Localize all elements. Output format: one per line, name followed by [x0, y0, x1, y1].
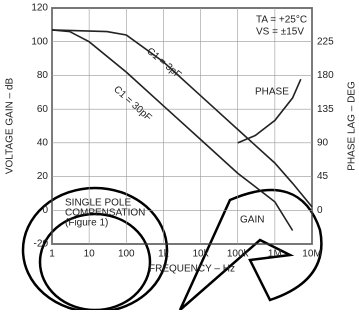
x-tick-label: 100	[118, 249, 135, 260]
x-tick-label: 1M	[268, 249, 282, 260]
y2-axis-label: PHASE LAG – DEG	[347, 81, 358, 171]
x-tick-label: 10M	[302, 249, 321, 260]
y2-tick-label: 180	[317, 70, 334, 81]
annotation: TA = +25°C	[256, 15, 307, 26]
chart: -20 0 20 40 60 80 100 120 0 45 90 135 180 225 1 10 100 1k…	[0, 0, 359, 310]
y2-tick-label: 45	[317, 171, 329, 182]
y-tick-label: 120	[31, 3, 48, 14]
annotation: VS = ±15V	[256, 27, 304, 38]
series-line	[52, 30, 312, 207]
y-tick-label: 0	[42, 205, 48, 216]
series-label: C1 = 30pF	[111, 84, 153, 124]
annotation: GAIN	[240, 215, 264, 226]
y-tick-label: -20	[34, 239, 49, 250]
x-tick-label: 1k	[158, 249, 170, 260]
y-tick-label: 20	[37, 171, 49, 182]
y-tick-label: 60	[37, 104, 49, 115]
x-tick-label: 10	[84, 249, 96, 260]
y2-tick-label: 0	[317, 205, 323, 216]
y-tick-label: 40	[37, 137, 49, 148]
y-axis-label: VOLTAGE GAIN – dB	[5, 78, 16, 175]
x-tick-label: 100k	[227, 249, 250, 260]
y2-tick-label: 135	[317, 104, 334, 115]
y-tick-label: 100	[31, 36, 48, 47]
y2-tick-label: 225	[317, 36, 334, 47]
series-label: PHASE	[255, 87, 289, 98]
x-axis-label: FREQUENCY – Hz	[149, 264, 235, 275]
x-tick-label: 1	[49, 249, 55, 260]
x-tick-label: 10k	[193, 249, 210, 260]
y-tick-label: 80	[37, 70, 49, 81]
annotation: (Figure 1)	[65, 218, 108, 229]
y2-tick-label: 90	[317, 137, 329, 148]
